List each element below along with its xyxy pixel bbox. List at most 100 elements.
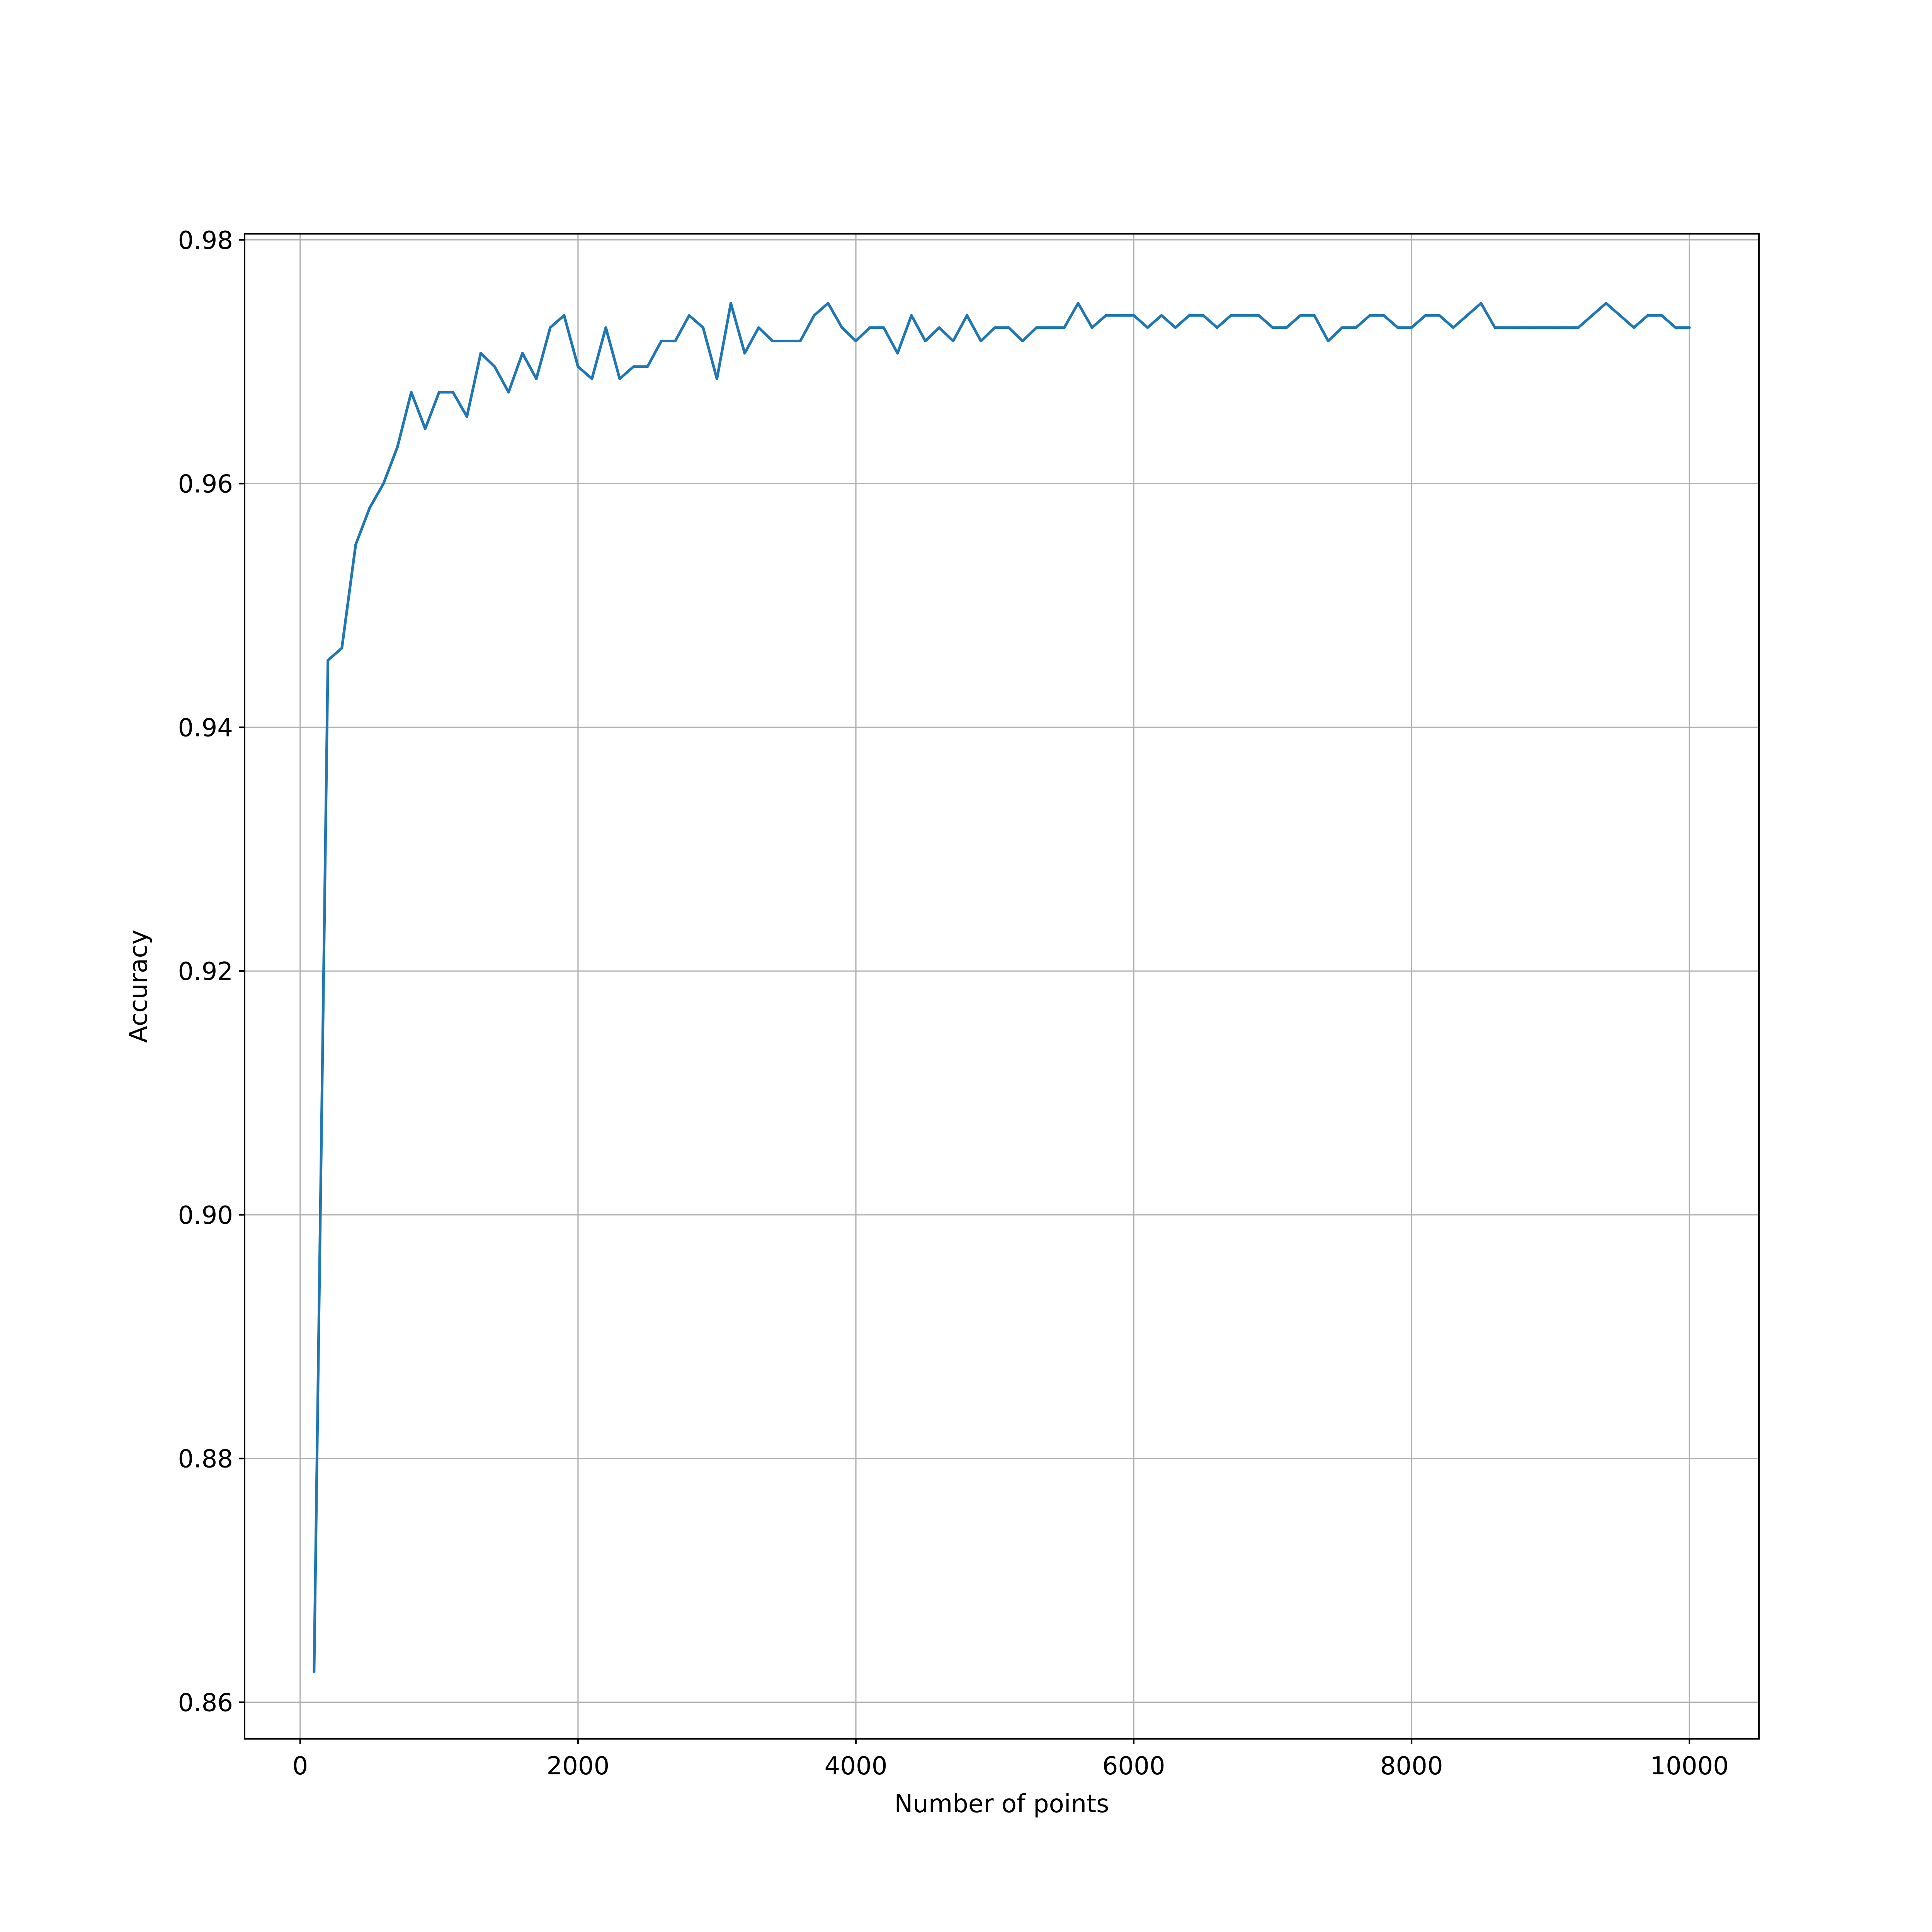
data-point bbox=[1118, 314, 1121, 317]
data-point bbox=[368, 507, 371, 510]
data-point bbox=[1090, 326, 1094, 329]
y-gridlines bbox=[245, 239, 1759, 1703]
data-point bbox=[1021, 340, 1024, 343]
data-point bbox=[1285, 326, 1288, 329]
data-point bbox=[1674, 326, 1677, 329]
data-point bbox=[1605, 302, 1608, 305]
data-point bbox=[1521, 326, 1524, 329]
data-point bbox=[577, 365, 580, 368]
data-point bbox=[882, 326, 885, 329]
y-tick-label: 0.94 bbox=[178, 714, 233, 742]
data-point bbox=[868, 326, 871, 329]
data-point bbox=[1327, 340, 1330, 343]
data-point bbox=[1243, 314, 1247, 317]
data-point bbox=[1535, 326, 1538, 329]
data-point bbox=[1480, 302, 1483, 305]
data-point bbox=[340, 646, 344, 650]
data-point bbox=[827, 302, 830, 305]
data-point bbox=[1007, 326, 1010, 329]
data-point bbox=[1035, 326, 1038, 329]
data-point bbox=[688, 314, 691, 317]
data-point bbox=[521, 352, 524, 355]
data-point bbox=[1049, 326, 1052, 329]
y-tick-label: 0.92 bbox=[178, 957, 233, 986]
data-point bbox=[396, 446, 399, 449]
data-point bbox=[1493, 326, 1497, 329]
data-point bbox=[952, 340, 955, 343]
data-point bbox=[604, 326, 607, 329]
data-point bbox=[674, 340, 677, 343]
x-tick-label: 0 bbox=[292, 1752, 308, 1781]
data-point bbox=[1549, 326, 1552, 329]
data-point bbox=[938, 326, 941, 329]
x-tick-label: 4000 bbox=[825, 1752, 888, 1781]
data-point bbox=[1563, 326, 1566, 329]
data-point bbox=[701, 326, 704, 329]
data-point bbox=[896, 352, 899, 355]
data-point bbox=[327, 659, 330, 662]
data-point bbox=[743, 352, 746, 355]
data-point bbox=[840, 326, 844, 329]
x-tick-label: 10000 bbox=[1650, 1752, 1729, 1781]
x-gridlines bbox=[299, 234, 1690, 1739]
data-point bbox=[1466, 314, 1469, 317]
data-point bbox=[646, 365, 649, 368]
data-point bbox=[1452, 326, 1455, 329]
data-point bbox=[1410, 326, 1413, 329]
data-point bbox=[980, 340, 983, 343]
data-point bbox=[1257, 314, 1260, 317]
data-point bbox=[1313, 314, 1316, 317]
data-point bbox=[1424, 314, 1427, 317]
data-point bbox=[479, 352, 482, 355]
data-point bbox=[729, 302, 732, 305]
data-point bbox=[1591, 314, 1594, 317]
data-point bbox=[1188, 314, 1191, 317]
series-line bbox=[313, 302, 1690, 1672]
data-point bbox=[1160, 314, 1163, 317]
data-point bbox=[1438, 314, 1441, 317]
data-point bbox=[563, 314, 566, 317]
data-point bbox=[924, 340, 927, 343]
data-point bbox=[757, 326, 760, 329]
data-point bbox=[1368, 314, 1371, 317]
data-point bbox=[854, 340, 857, 343]
data-point bbox=[590, 377, 594, 380]
data-point bbox=[1396, 326, 1399, 329]
data-point bbox=[535, 377, 538, 380]
data-point bbox=[1688, 326, 1691, 329]
y-tick-label: 0.96 bbox=[178, 470, 233, 499]
data-point bbox=[618, 377, 621, 380]
data-point bbox=[993, 326, 997, 329]
y-tick-label: 0.98 bbox=[178, 226, 233, 255]
y-tick-label: 0.90 bbox=[178, 1201, 233, 1230]
data-point bbox=[966, 314, 969, 317]
y-tick-label: 0.88 bbox=[178, 1445, 233, 1474]
data-point bbox=[437, 391, 440, 394]
y-axis-ticks: 0.86 0.88 0.90 0.92 0.94 0.96 0.98 bbox=[178, 226, 245, 1717]
data-point bbox=[493, 365, 496, 368]
data-point bbox=[1354, 326, 1357, 329]
data-point bbox=[813, 314, 816, 317]
data-point bbox=[1507, 326, 1510, 329]
data-point bbox=[1063, 326, 1066, 329]
data-point bbox=[1660, 314, 1663, 317]
data-point bbox=[1340, 326, 1344, 329]
x-tick-label: 6000 bbox=[1102, 1752, 1165, 1781]
data-point bbox=[1146, 326, 1149, 329]
data-point bbox=[1618, 314, 1621, 317]
data-point bbox=[1646, 314, 1649, 317]
data-point bbox=[465, 415, 468, 418]
data-point bbox=[1216, 326, 1219, 329]
data-point bbox=[1230, 314, 1233, 317]
data-point bbox=[1299, 314, 1302, 317]
data-point bbox=[382, 482, 385, 485]
data-point bbox=[313, 1670, 316, 1673]
y-tick-label: 0.86 bbox=[178, 1689, 233, 1717]
data-point bbox=[507, 391, 510, 394]
data-point bbox=[715, 377, 718, 380]
x-tick-label: 8000 bbox=[1380, 1752, 1443, 1781]
data-point bbox=[910, 314, 913, 317]
x-axis-label: Number of points bbox=[894, 1790, 1109, 1818]
